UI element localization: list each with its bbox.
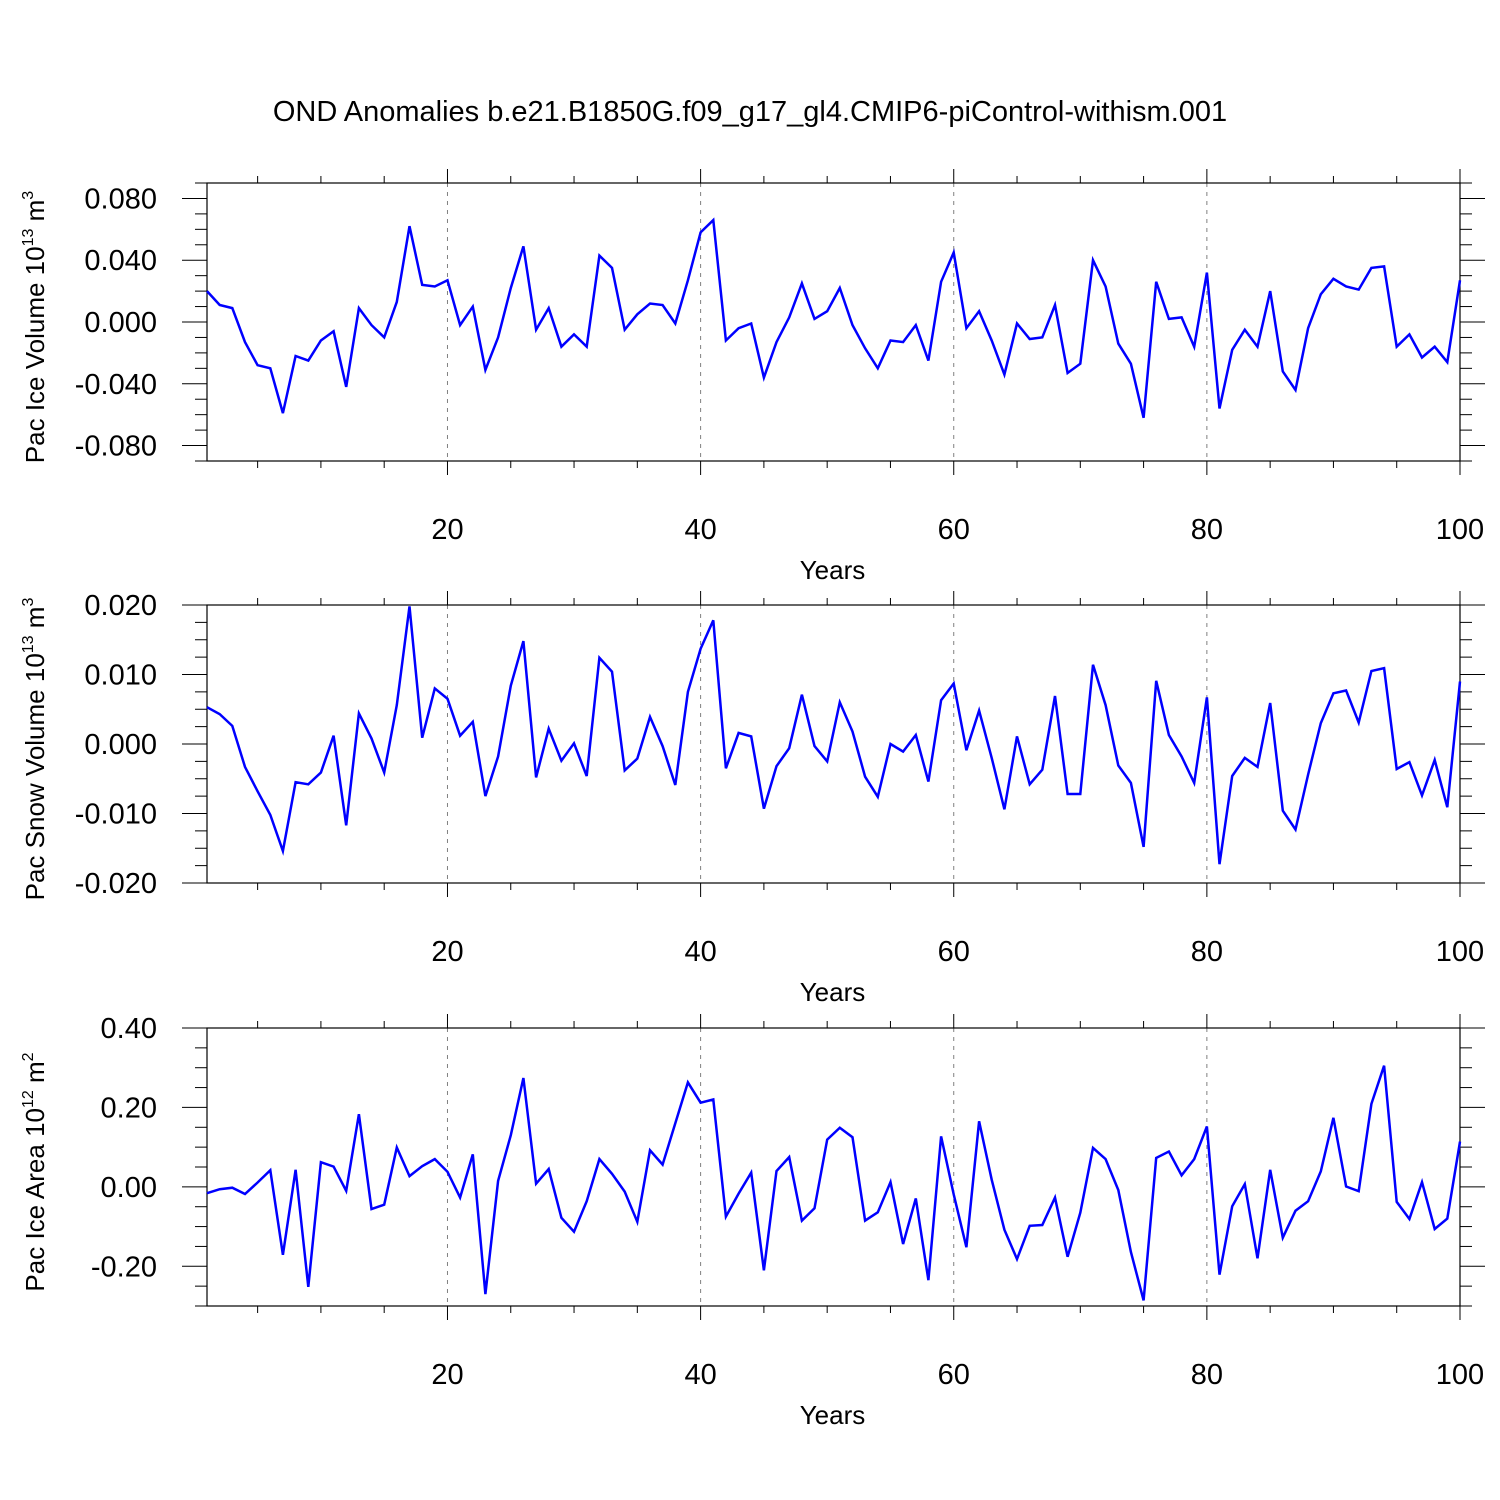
- chart-title: OND Anomalies b.e21.B1850G.f09_g17_gl4.C…: [273, 96, 1227, 128]
- x-tick-label: 60: [938, 936, 970, 968]
- panels: 0.080 0.040 0.000 -0.040 -0.080 20 40 60 80 100 Ye…: [20, 169, 1485, 1430]
- y-axis-title-unit-exponent: 3: [20, 191, 37, 200]
- x-tick-label: 40: [684, 936, 716, 968]
- x-tick-label: 80: [1191, 514, 1223, 546]
- y-tick-label: 0.20: [101, 1092, 157, 1124]
- y-axis-title-exponent: 13: [20, 228, 37, 246]
- y-tick-label: 0.020: [84, 590, 157, 622]
- y-axis-title: Pac Snow Volume 1013 m3: [20, 598, 50, 901]
- series-line: [206, 217, 1462, 419]
- x-tick-label: 100: [1436, 1359, 1484, 1391]
- y-axis-title-unit: m: [20, 1061, 50, 1090]
- x-axis-title: Years: [800, 555, 866, 585]
- y-tick-label: 0.040: [84, 245, 157, 277]
- series-line: [206, 1065, 1462, 1301]
- series-line: [206, 606, 1462, 865]
- x-tick-label: 80: [1191, 1359, 1223, 1391]
- y-axis-title: Pac Ice Area 1012 m2: [20, 1052, 50, 1291]
- x-tick-label: 60: [938, 514, 970, 546]
- x-tick-label: 20: [431, 1359, 463, 1391]
- y-axis-title-exponent: 12: [20, 1090, 37, 1108]
- y-axis-title-text: Pac Ice Volume 10: [20, 246, 50, 463]
- panel-2: 0.020 0.010 0.000 -0.010 -0.020 20 40 60 80 100 Ye…: [20, 590, 1485, 1007]
- x-axis-title: Years: [800, 977, 866, 1007]
- panel-1: 0.080 0.040 0.000 -0.040 -0.080 20 40 60 80 100 Ye…: [20, 169, 1485, 585]
- y-axis-title-exponent: 13: [20, 635, 37, 653]
- y-tick-label: -0.20: [91, 1251, 157, 1283]
- y-axis-title-text: Pac Snow Volume 10: [20, 653, 50, 900]
- y-tick-label: 0.00: [101, 1172, 157, 1204]
- y-tick-label: -0.080: [75, 431, 157, 463]
- x-tick-label: 40: [684, 514, 716, 546]
- y-axis-title-unit: m: [20, 200, 50, 229]
- x-tick-label: 100: [1436, 936, 1484, 968]
- x-tick-label: 20: [431, 936, 463, 968]
- y-axis-title-text: Pac Ice Area 10: [20, 1108, 50, 1292]
- x-tick-label: 40: [684, 1359, 716, 1391]
- y-axis-title-unit-exponent: 3: [20, 598, 37, 607]
- y-axis-title: Pac Ice Volume 1013 m3: [20, 191, 50, 464]
- panel-3: 0.40 0.20 0.00 -0.20 20 40 60 80 100 Years Pac Ice…: [20, 1013, 1485, 1430]
- y-axis-title-unit-exponent: 2: [20, 1052, 37, 1061]
- x-tick-label: 20: [431, 514, 463, 546]
- y-tick-label: 0.010: [84, 660, 157, 692]
- plot-frame: [206, 1027, 1461, 1307]
- x-axis-title: Years: [800, 1400, 866, 1430]
- y-axis-title-unit: m: [20, 607, 50, 636]
- x-tick-label: 80: [1191, 936, 1223, 968]
- y-tick-label: -0.040: [75, 369, 157, 401]
- x-tick-label: 100: [1436, 514, 1484, 546]
- x-tick-label: 60: [938, 1359, 970, 1391]
- y-tick-label: 0.40: [101, 1013, 157, 1045]
- plot-frame: [206, 604, 1461, 884]
- y-tick-label: 0.080: [84, 183, 157, 215]
- y-tick-label: 0.000: [84, 729, 157, 761]
- plot-frame: [206, 182, 1461, 462]
- y-tick-label: -0.020: [75, 868, 157, 900]
- y-tick-label: -0.010: [75, 799, 157, 831]
- y-tick-label: 0.000: [84, 307, 157, 339]
